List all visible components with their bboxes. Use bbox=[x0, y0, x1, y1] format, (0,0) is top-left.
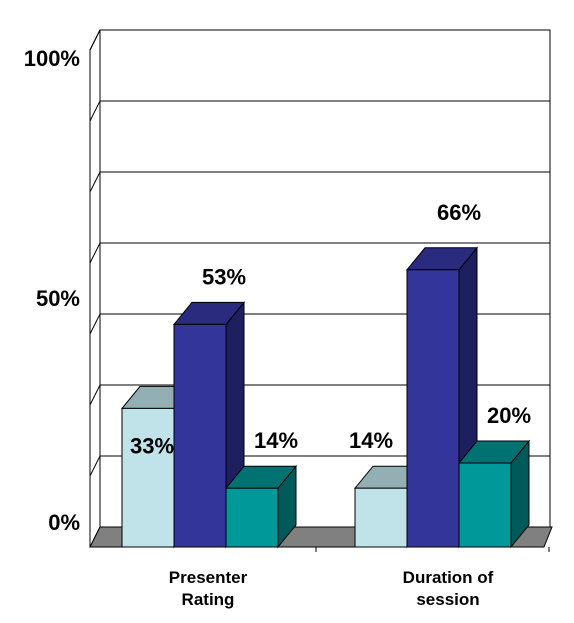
x-tick-label: Duration of session bbox=[403, 568, 494, 609]
x-tick-label: Presenter Rating bbox=[169, 568, 248, 609]
data-label: 66% bbox=[437, 200, 481, 225]
data-labels-group: 33% 53% 14% 14% 66% 20% bbox=[130, 200, 531, 459]
data-label: 14% bbox=[349, 428, 393, 453]
data-label: 53% bbox=[202, 264, 246, 289]
bar bbox=[121, 407, 175, 548]
bar bbox=[173, 323, 227, 548]
data-label: 14% bbox=[254, 428, 298, 453]
bar bbox=[225, 487, 279, 548]
x-tick-labels-group: Presenter Rating Duration of session bbox=[169, 568, 494, 609]
gridline-side bbox=[89, 100, 101, 122]
gridline-side bbox=[89, 313, 101, 335]
data-label: 33% bbox=[130, 433, 174, 458]
bars-group bbox=[120, 246, 531, 549]
gridline-side bbox=[89, 455, 101, 477]
bar bbox=[458, 462, 512, 548]
y-tick-labels-group: 0% 50% 100% bbox=[24, 46, 80, 535]
bar bbox=[406, 269, 460, 548]
y-tick-label: 50% bbox=[36, 286, 80, 311]
gridline-side bbox=[89, 242, 101, 264]
bar bbox=[354, 487, 408, 548]
data-label: 20% bbox=[487, 403, 531, 428]
gridline-side bbox=[89, 29, 101, 51]
y-tick-label: 0% bbox=[48, 510, 80, 535]
gridline-side bbox=[89, 171, 101, 193]
gridline-side bbox=[89, 384, 101, 406]
y-tick-label: 100% bbox=[24, 46, 80, 71]
side-wall bbox=[89, 29, 101, 548]
